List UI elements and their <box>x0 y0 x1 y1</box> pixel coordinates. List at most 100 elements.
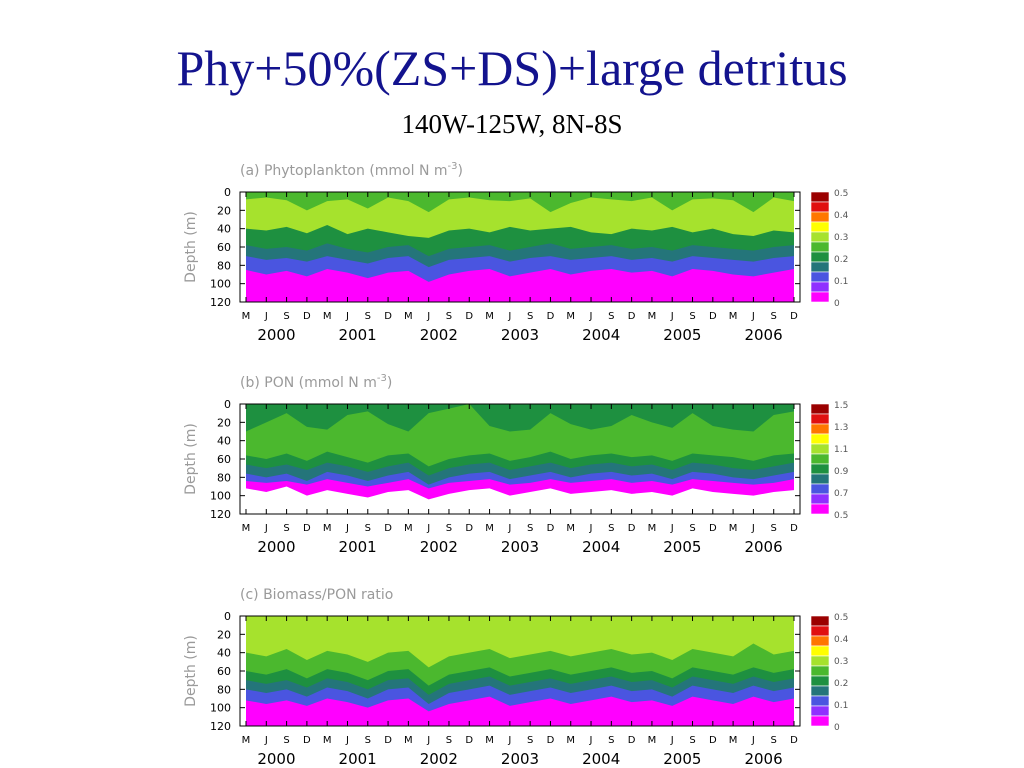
panel-b-month-label: S <box>283 523 289 534</box>
panel-b-ytick-label: 100 <box>210 490 231 503</box>
panel-a-colorbar-segment <box>810 241 830 253</box>
slide-subtitle: 140W-125W, 8N-8S <box>401 109 623 139</box>
panel-a-month-label: M <box>729 311 738 322</box>
panel-a-month-label: M <box>485 311 494 322</box>
panel-b-ytick-label: 80 <box>217 471 231 484</box>
panel-a-title-close: ) <box>458 163 463 179</box>
panel-a-month-label: M <box>648 311 657 322</box>
panel-a-colorbar-label: 0 <box>834 299 840 309</box>
panel-c-ytick-label: 20 <box>217 628 231 641</box>
panel-c-colorbar-label: 0.3 <box>834 657 848 667</box>
panel-c-month-label: D <box>384 735 392 746</box>
panel-b-month-label: D <box>709 523 717 534</box>
panel-b-ytick-label: 60 <box>217 453 231 466</box>
panel-a-colorbar-segment <box>810 251 830 263</box>
panel-a-month-label: M <box>404 311 413 322</box>
panel-a-contour-4 <box>246 269 794 302</box>
panel-b-colorbar-segment <box>810 463 830 475</box>
panel-c-colorbar-segment <box>810 645 830 657</box>
panel-a-ytick-label: 20 <box>217 204 231 217</box>
panel-c-colorbar-label: 0.2 <box>834 679 848 689</box>
panel-b-month-label: D <box>547 523 555 534</box>
slide-title: Phy+50%(ZS+DS)+large detritus <box>176 40 848 96</box>
panel-b-colorbar-label: 0.9 <box>834 467 849 477</box>
panel-c-colorbar-segment <box>810 655 830 667</box>
panel-a-title-superscript: -3 <box>448 161 458 172</box>
panel-c-colorbar-segment <box>810 695 830 707</box>
panel-c-month-label: D <box>709 735 717 746</box>
panel-b-month-label: M <box>323 523 332 534</box>
panel-a-colorbar-label: 0.2 <box>834 255 848 265</box>
panel-b-colorbar-segment <box>810 433 830 445</box>
panel-b-month-label: M <box>648 523 657 534</box>
panel-b-year-label: 2004 <box>582 538 620 556</box>
panel-b-colorbar-label: 0.7 <box>834 489 848 499</box>
panel-a-colorbar-label: 0.4 <box>834 211 849 221</box>
panel-c-title: (c) Biomass/PON ratio <box>240 587 393 603</box>
panel-c-colorbar-label: 0.4 <box>834 635 849 645</box>
panel-c-year-label: 2000 <box>257 750 295 768</box>
panel-a-month-label: M <box>323 311 332 322</box>
panel-c-month-label: S <box>527 735 533 746</box>
panel-a-colorbar-label: 0.1 <box>834 277 848 287</box>
panel-a-month-label: S <box>771 311 777 322</box>
panel-c-colorbar-segment <box>810 625 830 637</box>
panel-a-ylabel: Depth (m) <box>183 211 199 283</box>
panel-b-month-label: J <box>426 523 430 534</box>
panel-b-colorbar-segment <box>810 443 830 455</box>
panel-b-month-label: J <box>751 523 755 534</box>
panel-a-month-label: D <box>628 311 636 322</box>
panel-a-month-label: S <box>283 311 289 322</box>
panel-c-ytick-label: 0 <box>224 610 231 623</box>
panel-a-year-label: 2005 <box>663 326 701 344</box>
panel-c-year-label: 2001 <box>339 750 377 768</box>
panel-c-month-label: J <box>751 735 755 746</box>
panel-b-colorbar-label: 1.3 <box>834 423 848 433</box>
panel-b-month-label: D <box>384 523 392 534</box>
panel-b-colorbar-label: 1.5 <box>834 401 848 411</box>
panel-c-year-label: 2003 <box>501 750 539 768</box>
panel-a-month-label: J <box>670 311 674 322</box>
panel-a-year-label: 2002 <box>420 326 458 344</box>
panel-c-year-label: 2002 <box>420 750 458 768</box>
panel-a-month-label: S <box>527 311 533 322</box>
panel-b-colorbar-segment <box>810 483 830 495</box>
panel-b-year-label: 2005 <box>663 538 701 556</box>
panel-a-colorbar-segment <box>810 271 830 283</box>
panel-a-year-label: 2006 <box>744 326 782 344</box>
panel-a-colorbar-label: 0.5 <box>834 189 848 199</box>
panel-b-year-label: 2003 <box>501 538 539 556</box>
panel-a-month-label: D <box>790 311 798 322</box>
panel-c-month-label: D <box>547 735 555 746</box>
panel-a-month-label: S <box>608 311 614 322</box>
panel-c-colorbar-label: 0.1 <box>834 701 848 711</box>
panel-b-month-label: M <box>485 523 494 534</box>
panel-c-fills <box>246 616 794 726</box>
panel-c-month-label: S <box>689 735 695 746</box>
panel-b-year-label: 2002 <box>420 538 458 556</box>
panel-c-contour-4 <box>246 696 794 726</box>
panel-b-colorbar-segment <box>810 503 830 515</box>
panel-a-month-label: J <box>751 311 755 322</box>
panel-b-month-label: D <box>465 523 473 534</box>
panel-a-month-label: D <box>465 311 473 322</box>
panel-b-colorbar-segment <box>810 493 830 505</box>
panel-a-month-label: S <box>446 311 452 322</box>
panel-a-colorbar-segment <box>810 261 830 273</box>
panel-c-year-label: 2005 <box>663 750 701 768</box>
panel-a-colorbar-segment <box>810 281 830 293</box>
panel-c-month-label: D <box>465 735 473 746</box>
panel-b-colorbar-segment <box>810 473 830 485</box>
panel-c-year-label: 2006 <box>744 750 782 768</box>
panel-a-colorbar-segment <box>810 231 830 243</box>
panel-b-title: (b) PON (mmol N m-3) <box>240 373 392 391</box>
panel-c-colorbar-segment <box>810 705 830 717</box>
panel-a-month-label: D <box>303 311 311 322</box>
panel-c-month-label: D <box>628 735 636 746</box>
panel-a-year-label: 2001 <box>339 326 377 344</box>
panel-b-month-label: J <box>345 523 349 534</box>
panel-a-title: (a) Phytoplankton (mmol N m-3) <box>240 161 463 179</box>
panel-a-colorbar-label: 0.3 <box>834 233 848 243</box>
